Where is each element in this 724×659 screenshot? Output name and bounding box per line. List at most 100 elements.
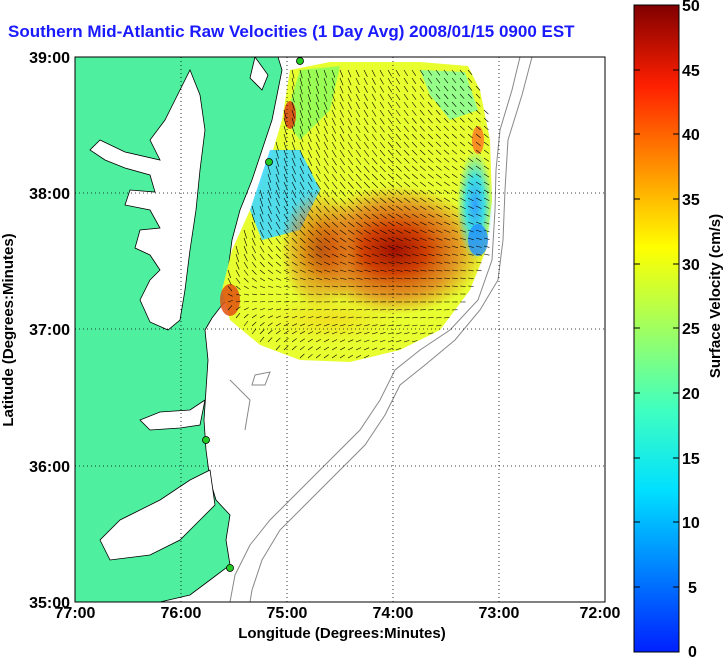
velocity-arrow (427, 77, 433, 84)
velocity-arrow (379, 269, 387, 272)
velocity-arrow (331, 245, 339, 251)
velocity-arrow (307, 229, 314, 236)
velocity-arrow (411, 213, 419, 218)
velocity-arrow (475, 237, 482, 240)
velocity-arrow (347, 109, 353, 118)
velocity-arrow (427, 149, 434, 156)
velocity-arrow (403, 277, 411, 280)
velocity-arrow (331, 237, 339, 243)
velocity-arrow (451, 237, 459, 241)
velocity-arrow (315, 237, 322, 243)
velocity-arrow (291, 330, 297, 335)
velocity-arrow (315, 338, 322, 343)
velocity-arrow (443, 165, 450, 171)
velocity-arrow (467, 253, 474, 256)
velocity-arrow (259, 329, 265, 335)
velocity-arrow (339, 173, 346, 182)
velocity-arrow (283, 173, 288, 183)
velocity-arrow (331, 221, 339, 228)
velocity-arrow (403, 205, 411, 211)
velocity-arrow (251, 328, 257, 335)
velocity-arrow (443, 317, 450, 319)
velocity-arrow (331, 331, 338, 335)
velocity-arrow (387, 213, 395, 219)
velocity-arrow (307, 181, 313, 190)
velocity-arrow (411, 324, 418, 327)
velocity-arrow (467, 165, 474, 170)
velocity-arrow (403, 309, 410, 311)
velocity-arrow (347, 316, 354, 319)
velocity-arrow (355, 331, 362, 335)
velocity-arrow (411, 133, 418, 140)
velocity-arrow (427, 141, 434, 148)
velocity-arrow (291, 285, 298, 288)
velocity-arrow (467, 141, 473, 147)
velocity-arrow (259, 261, 265, 268)
velocity-arrow (323, 157, 329, 166)
velocity-arrow (299, 85, 303, 95)
velocity-arrow (291, 213, 297, 222)
velocity-arrow (483, 197, 490, 201)
velocity-arrow (291, 149, 296, 159)
velocity-arrow (411, 157, 418, 164)
velocity-arrow (467, 237, 474, 241)
velocity-arrow (403, 93, 409, 101)
velocity-arrow (283, 293, 290, 295)
velocity-arrow (243, 293, 249, 296)
velocity-arrow (411, 269, 419, 272)
velocity-arrow (307, 353, 313, 359)
colorbar (633, 4, 680, 653)
velocity-arrow (363, 237, 371, 242)
velocity-arrow (347, 253, 355, 258)
velocity-arrow (387, 261, 395, 265)
velocity-arrow (363, 355, 370, 359)
velocity-arrow (307, 101, 312, 111)
velocity-arrow (339, 269, 347, 273)
velocity-arrow (299, 261, 306, 266)
velocity-arrow (307, 117, 312, 127)
velocity-arrow (339, 237, 347, 243)
velocity-arrow (371, 277, 379, 280)
velocity-arrow (475, 181, 482, 186)
velocity-arrow (283, 205, 289, 214)
velocity-arrow (251, 205, 255, 215)
velocity-arrow (315, 109, 320, 119)
velocity-arrow (371, 205, 379, 212)
velocity-arrow (299, 277, 306, 281)
velocity-arrow (323, 339, 330, 343)
pamlico-sound (99, 469, 216, 561)
velocity-arrow (323, 141, 329, 150)
velocity-arrow (275, 237, 281, 245)
velocity-arrow (275, 221, 281, 230)
velocity-arrow (467, 93, 473, 99)
velocity-arrow (467, 269, 474, 272)
velocity-arrow (427, 189, 435, 195)
velocity-arrow (371, 125, 377, 133)
velocity-arrow (395, 197, 403, 203)
velocity-arrow (291, 181, 297, 191)
velocity-arrow (443, 149, 450, 155)
velocity-arrow (323, 117, 328, 126)
velocity-arrow (443, 189, 450, 194)
velocity-arrow (299, 77, 303, 87)
velocity-arrow (403, 181, 411, 188)
velocity-arrow (339, 285, 347, 288)
velocity-arrow (379, 149, 386, 157)
velocity-arrow (323, 277, 331, 280)
velocity-arrow (315, 354, 321, 359)
velocity-arrow (435, 189, 443, 195)
velocity-arrow (243, 307, 249, 311)
velocity-arrow (323, 189, 330, 198)
velocity-arrow (355, 261, 363, 265)
velocity-arrow (299, 346, 305, 351)
velocity-arrow (379, 101, 385, 109)
velocity-arrow (467, 205, 474, 209)
velocity-arrow (299, 338, 305, 343)
velocity-arrow (323, 237, 331, 243)
velocity-arrow (323, 93, 328, 102)
velocity-arrow (419, 197, 427, 203)
velocity-arrow (371, 197, 379, 204)
velocity-arrow (435, 277, 443, 280)
velocity-arrow (267, 253, 273, 260)
velocity-arrow (355, 101, 360, 110)
